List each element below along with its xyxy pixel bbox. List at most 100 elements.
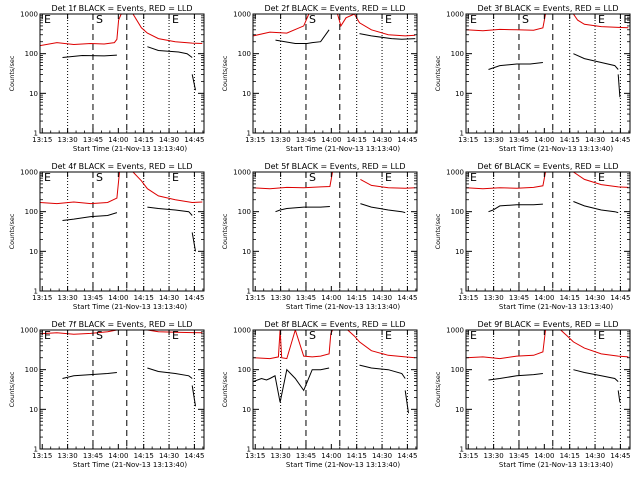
x-tick-label: 14:30 <box>585 136 605 144</box>
y-tick-label: 1000 <box>20 11 38 19</box>
event-marker-e: E <box>172 13 179 26</box>
lld-series-line <box>560 330 629 358</box>
plot-frame <box>252 329 418 450</box>
lld-series-line <box>253 172 333 190</box>
events-series-line <box>573 201 619 214</box>
event-marker-e: E <box>598 171 605 184</box>
events-series-line <box>147 206 193 216</box>
x-tick-label: 14:15 <box>560 452 580 460</box>
events-series-line <box>275 206 330 213</box>
panel-title: Det 1f BLACK = Events, RED = LLD <box>51 4 192 13</box>
y-tick-label: 100 <box>451 366 464 374</box>
events-series-line <box>488 62 543 70</box>
events-series-line <box>191 74 196 91</box>
events-series-line <box>62 212 118 221</box>
event-marker-e: E <box>470 329 477 342</box>
plot-frame <box>465 13 631 134</box>
events-series-line <box>573 369 619 382</box>
y-tick-label: 10 <box>29 406 38 414</box>
panel-title: Det 4f BLACK = Events, RED = LLD <box>51 162 192 171</box>
event-marker-e: E <box>470 13 477 26</box>
y-tick-label: 1000 <box>446 169 464 177</box>
x-tick-label: 13:15 <box>245 294 265 302</box>
event-marker-e: E <box>44 171 51 184</box>
y-tick-label: 1 <box>34 288 38 296</box>
event-marker-s: S <box>309 329 316 342</box>
x-tick-label: 14:15 <box>134 452 154 460</box>
events-series-line <box>359 364 406 379</box>
y-tick-label: 10 <box>455 406 464 414</box>
panel-title: Det 7f BLACK = Events, RED = LLD <box>51 320 192 329</box>
x-tick-label: 13:45 <box>509 294 529 302</box>
events-series-line <box>62 372 117 379</box>
events-series-line <box>488 373 543 381</box>
x-tick-label: 13:15 <box>245 136 265 144</box>
x-tick-label: 14:00 <box>321 452 341 460</box>
y-axis-label: Counts/sec <box>434 55 442 91</box>
events-series-line <box>617 390 621 403</box>
y-tick-label: 100 <box>451 208 464 216</box>
y-tick-label: 1000 <box>233 169 251 177</box>
x-tick-label: 13:30 <box>271 136 291 144</box>
x-tick-label: 13:45 <box>296 136 316 144</box>
plot-frame <box>465 171 631 292</box>
x-tick-label: 13:30 <box>58 136 78 144</box>
y-tick-label: 10 <box>455 90 464 98</box>
lld-series-line <box>572 14 629 29</box>
events-series-line <box>617 74 621 98</box>
lld-series-line <box>360 178 416 189</box>
x-axis-label: Start Time (21-Nov-13 13:13:40) <box>73 303 187 311</box>
panel-title: Det 3f BLACK = Events, RED = LLD <box>477 4 618 13</box>
lld-series-line <box>253 14 416 37</box>
panel-title: Det 5f BLACK = Events, RED = LLD <box>264 162 405 171</box>
y-tick-label: 1000 <box>233 11 251 19</box>
y-tick-label: 1 <box>460 446 464 454</box>
event-marker-s: S <box>96 329 103 342</box>
x-tick-label: 14:15 <box>560 136 580 144</box>
x-tick-label: 14:00 <box>534 136 554 144</box>
x-tick-label: 14:00 <box>108 452 128 460</box>
lld-series-line <box>132 14 203 44</box>
y-tick-label: 1 <box>460 288 464 296</box>
events-series-line <box>404 390 409 414</box>
y-tick-label: 1000 <box>446 327 464 335</box>
y-tick-label: 100 <box>25 50 38 58</box>
y-tick-label: 1 <box>247 446 251 454</box>
events-series-line <box>360 203 406 214</box>
x-tick-label: 13:45 <box>296 452 316 460</box>
y-tick-label: 100 <box>238 50 251 58</box>
lld-series-line <box>347 330 416 359</box>
y-tick-label: 1000 <box>20 169 38 177</box>
x-tick-label: 14:45 <box>610 452 630 460</box>
x-tick-label: 13:45 <box>296 294 316 302</box>
plot-frame <box>39 13 205 134</box>
event-marker-e: E <box>385 13 392 26</box>
x-tick-label: 14:45 <box>397 136 417 144</box>
x-axis-label: Start Time (21-Nov-13 13:13:40) <box>499 303 613 311</box>
x-tick-label: 13:30 <box>271 294 291 302</box>
lld-series-line <box>40 330 117 335</box>
x-tick-label: 14:00 <box>321 136 341 144</box>
x-axis-label: Start Time (21-Nov-13 13:13:40) <box>286 461 400 469</box>
y-tick-label: 10 <box>242 406 251 414</box>
event-marker-e: E <box>623 13 630 26</box>
plot-frame <box>39 171 205 292</box>
y-tick-label: 1 <box>247 288 251 296</box>
plot-frame <box>252 13 418 134</box>
x-tick-label: 14:00 <box>534 294 554 302</box>
event-marker-e: E <box>598 329 605 342</box>
y-axis-label: Counts/sec <box>434 371 442 407</box>
event-marker-s: S <box>309 171 316 184</box>
event-marker-s: S <box>309 13 316 26</box>
x-axis-label: Start Time (21-Nov-13 13:13:40) <box>286 303 400 311</box>
lld-series-line <box>466 14 546 32</box>
events-series-line <box>191 385 196 407</box>
x-tick-label: 14:30 <box>372 452 392 460</box>
y-tick-label: 1 <box>34 446 38 454</box>
event-marker-e: E <box>385 329 392 342</box>
